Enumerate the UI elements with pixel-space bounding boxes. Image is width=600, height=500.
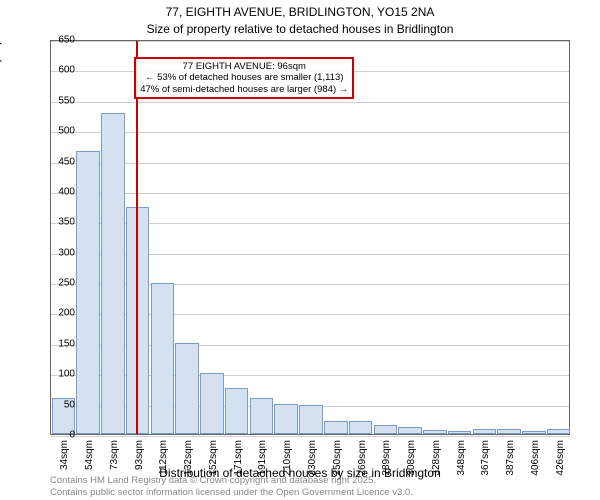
x-tick-label: 406sqm: [530, 440, 541, 476]
x-tick-label: 34sqm: [59, 440, 70, 470]
x-tick-label: 93sqm: [134, 440, 145, 470]
histogram-bar: [101, 113, 125, 434]
x-tick-label: 269sqm: [357, 440, 368, 476]
histogram-bar: [423, 430, 447, 434]
x-tick-label: 308sqm: [406, 440, 417, 476]
gridline: [51, 132, 569, 133]
x-tick-label: 132sqm: [183, 440, 194, 476]
x-tick-label: 230sqm: [307, 440, 318, 476]
chart-plot-area: 77 EIGHTH AVENUE: 96sqm← 53% of detached…: [50, 40, 570, 435]
annotation-box: 77 EIGHTH AVENUE: 96sqm← 53% of detached…: [134, 57, 354, 99]
y-tick-label: 150: [45, 338, 75, 349]
footer-attribution: Contains HM Land Registry data © Crown c…: [50, 475, 413, 498]
x-tick-label: 348sqm: [456, 440, 467, 476]
histogram-bar: [522, 431, 546, 434]
y-axis-label: Number of detached properties: [0, 9, 2, 174]
chart-title-main: 77, EIGHTH AVENUE, BRIDLINGTON, YO15 2NA: [0, 5, 600, 19]
x-tick-label: 387sqm: [505, 440, 516, 476]
x-tick-label: 152sqm: [208, 440, 219, 476]
x-tick-label: 171sqm: [233, 440, 244, 476]
x-tick-label: 210sqm: [282, 440, 293, 476]
histogram-bar: [175, 343, 199, 434]
y-tick-label: 0: [45, 430, 75, 441]
histogram-bar: [473, 429, 497, 434]
gridline: [51, 193, 569, 194]
y-tick-label: 550: [45, 95, 75, 106]
gridline: [51, 163, 569, 164]
gridline: [51, 41, 569, 42]
x-tick-label: 289sqm: [381, 440, 392, 476]
y-tick-label: 300: [45, 247, 75, 258]
histogram-bar: [349, 421, 373, 434]
footer-line-1: Contains HM Land Registry data © Crown c…: [50, 475, 413, 486]
chart-title-sub: Size of property relative to detached ho…: [0, 22, 600, 36]
x-tick-label: 367sqm: [480, 440, 491, 476]
property-marker-line: [136, 41, 138, 434]
annotation-line: 77 EIGHTH AVENUE: 96sqm: [140, 61, 348, 72]
y-tick-label: 250: [45, 278, 75, 289]
x-tick-label: 191sqm: [257, 440, 268, 476]
histogram-bar: [225, 388, 249, 434]
annotation-line: ← 53% of detached houses are smaller (1,…: [140, 72, 348, 83]
annotation-line: 47% of semi-detached houses are larger (…: [140, 84, 348, 95]
x-tick-label: 250sqm: [332, 440, 343, 476]
histogram-bar: [200, 373, 224, 434]
gridline: [51, 102, 569, 103]
histogram-bar: [374, 425, 398, 434]
x-tick-label: 73sqm: [109, 440, 120, 470]
histogram-bar: [299, 405, 323, 434]
y-tick-label: 650: [45, 35, 75, 46]
footer-line-2: Contains public sector information licen…: [50, 487, 413, 498]
x-tick-label: 426sqm: [555, 440, 566, 476]
histogram-bar: [547, 429, 571, 434]
x-tick-label: 328sqm: [431, 440, 442, 476]
y-tick-label: 600: [45, 65, 75, 76]
y-tick-label: 400: [45, 186, 75, 197]
y-tick-label: 500: [45, 126, 75, 137]
x-tick-label: 112sqm: [158, 440, 169, 475]
histogram-bar: [324, 421, 348, 434]
x-tick-label: 54sqm: [84, 440, 95, 470]
y-tick-label: 450: [45, 156, 75, 167]
y-tick-label: 200: [45, 308, 75, 319]
histogram-bar: [151, 283, 175, 434]
gridline: [51, 436, 569, 437]
y-tick-label: 350: [45, 217, 75, 228]
histogram-bar: [448, 431, 472, 434]
histogram-bar: [76, 151, 100, 434]
y-tick-label: 50: [45, 399, 75, 410]
histogram-bar: [398, 427, 422, 434]
y-tick-label: 100: [45, 369, 75, 380]
histogram-bar: [497, 429, 521, 434]
histogram-bar: [250, 398, 274, 434]
histogram-bar: [274, 404, 298, 434]
